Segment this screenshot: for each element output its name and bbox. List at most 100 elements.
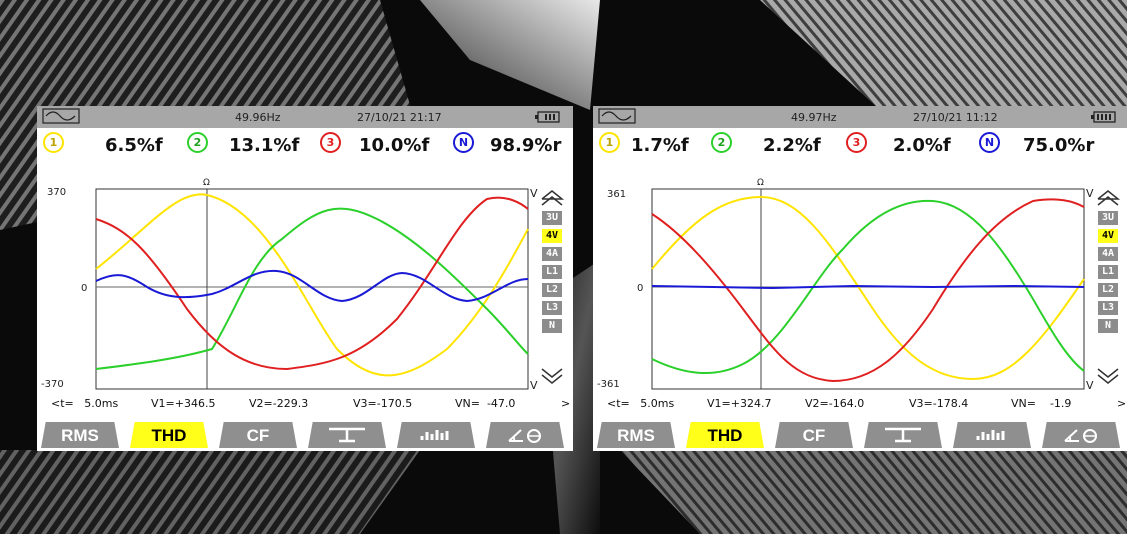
tab-cf[interactable]: CF [775,422,853,448]
y-axis-min: -370 [41,379,64,390]
tab-cf[interactable]: CF [219,422,297,448]
phase-diagram-icon [508,429,541,443]
y-axis-max: 361 [607,189,626,200]
side-button-3u[interactable]: 3U [1098,211,1118,225]
cursor-marker: Ω [757,178,764,188]
unit-bottom: V [1086,379,1094,392]
side-scroll-down[interactable] [541,368,563,384]
y-axis-zero: 0 [637,283,643,294]
side-button-l1[interactable]: L1 [1098,265,1118,279]
channel-3-marker: 3 [846,132,867,153]
thd-ch1-value: 1.7%f [631,135,689,156]
trace-l2 [651,199,1085,375]
cursor-next-arrow[interactable]: > [1117,397,1127,410]
y-axis-max: 370 [47,187,66,198]
thd-chn-value: 75.0%r [1023,135,1095,156]
side-button-4v[interactable]: 4V [1098,229,1118,243]
trace-n [95,269,529,303]
thd-ch3-value: 10.0%f [359,135,430,156]
side-button-l2[interactable]: L2 [1098,283,1118,297]
trace-l1 [95,193,529,377]
cursor-v3: V3=-178.4 [909,397,969,410]
thd-chn-value: 98.9%r [490,135,562,156]
thd-header-row: 1 1.7%f 2 2.2%f 3 2.0%f N 75.0%r [593,129,1127,159]
y-axis-zero: 0 [81,283,87,294]
waveform-mode-icon [42,108,80,124]
cursor-v2: V2=-164.0 [805,397,865,410]
y-axis-min: -361 [597,379,620,390]
side-button-l3[interactable]: L3 [542,301,562,315]
side-button-4a[interactable]: 4A [542,247,562,261]
waveform-mode-icon [598,108,636,124]
waveform-plot: Ω 361 0 -361 V V [597,178,1121,392]
trace-l2 [95,207,529,370]
frequency-readout: 49.96Hz [235,111,281,124]
side-button-l2[interactable]: L2 [542,283,562,297]
channel-2-marker: 2 [187,132,208,153]
function-tabs: RMS THD CF [593,418,1127,451]
cursor-v3: V3=-170.5 [353,397,413,410]
cursor-vn: VN= -47.0 [455,397,516,410]
cursor-icon [885,427,921,443]
thd-ch3-value: 2.0%f [893,135,951,156]
trace-l1 [651,195,1085,381]
unit-bottom: V [530,379,538,392]
channel-1-marker: 1 [599,132,620,153]
tab-cursor[interactable] [308,422,386,448]
tab-bars[interactable] [953,422,1031,448]
thd-ch2-value: 13.1%f [229,135,300,156]
side-button-4a[interactable]: 4A [1098,247,1118,261]
tab-cursor[interactable] [864,422,942,448]
trace-l3 [95,196,529,371]
cursor-next-arrow[interactable]: > [561,397,571,410]
trace-l3 [651,198,1085,383]
cursor-vn: VN= -1.9 [1011,397,1072,410]
battery-icon [535,111,560,123]
channel-3-marker: 3 [320,132,341,153]
datetime-readout: 27/10/21 21:17 [357,111,442,124]
side-scroll-up[interactable] [1097,190,1121,206]
channel-n-marker: N [979,132,1000,153]
frequency-readout: 49.97Hz [791,111,837,124]
waveform-plot: Ω 370 0 -370 V V [41,178,565,392]
cursor-v2: V2=-229.3 [249,397,309,410]
thd-header-row: 1 6.5%f 2 13.1%f 3 10.0%f N 98.9%r [37,129,573,159]
cursor-time: <t= 5.0ms [607,397,675,410]
unit-top: V [530,187,538,200]
cursor-v1: V1=+324.7 [707,397,772,410]
side-scroll-up[interactable] [541,190,565,206]
side-button-l3[interactable]: L3 [1098,301,1118,315]
function-tabs: RMS THD CF [37,418,573,451]
datetime-readout: 27/10/21 11:12 [913,111,998,124]
analyzer-screen-left: 49.96Hz 27/10/21 21:17 1 6.5%f 2 13.1%f … [37,106,573,451]
tab-rms[interactable]: RMS [597,422,675,448]
side-button-3u[interactable]: 3U [542,211,562,225]
cursor-time: <t= 5.0ms [51,397,119,410]
bar-chart-icon [976,430,1005,440]
tab-thd[interactable]: THD [686,422,764,448]
tab-phase[interactable] [1042,422,1120,448]
side-button-l1[interactable]: L1 [542,265,562,279]
thd-ch1-value: 6.5%f [105,135,163,156]
side-scroll-down[interactable] [1097,368,1119,384]
channel-2-marker: 2 [711,132,732,153]
cursor-icon [329,427,365,443]
tab-bars[interactable] [397,422,475,448]
analyzer-screen-right: 49.97Hz 27/10/21 11:12 1 1.7%f 2 2.2%f 3… [593,106,1127,451]
cursor-readout: <t= 5.0ms V1=+346.5 V2=-229.3 V3=-170.5 … [37,397,573,413]
side-button-n[interactable]: N [1098,319,1118,333]
cursor-v1: V1=+346.5 [151,397,216,410]
tab-thd[interactable]: THD [130,422,208,448]
tab-phase[interactable] [486,422,564,448]
unit-top: V [1086,187,1094,200]
side-button-n[interactable]: N [542,319,562,333]
side-button-4v[interactable]: 4V [542,229,562,243]
status-bar: 49.96Hz 27/10/21 21:17 [37,106,573,128]
cursor-readout: <t= 5.0ms V1=+324.7 V2=-164.0 V3=-178.4 … [593,397,1127,413]
thd-ch2-value: 2.2%f [763,135,821,156]
channel-n-marker: N [453,132,474,153]
phase-diagram-icon [1064,429,1097,443]
tab-rms[interactable]: RMS [41,422,119,448]
channel-1-marker: 1 [43,132,64,153]
bar-chart-icon [420,430,449,440]
